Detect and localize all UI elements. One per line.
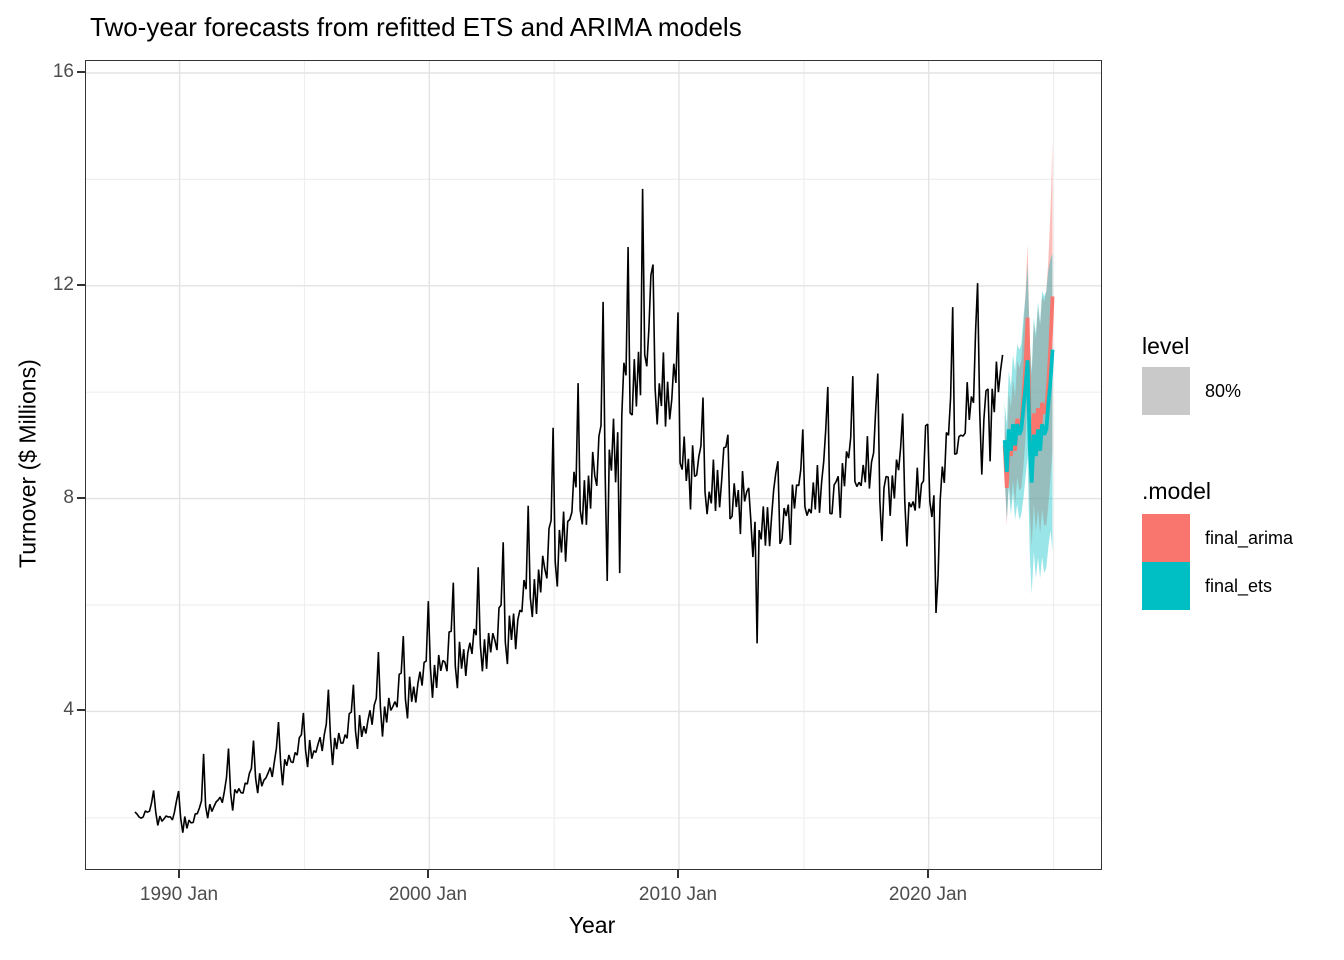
legend-model-swatch-final-arima <box>1142 514 1190 562</box>
legend-model-label-final-arima: final_arima <box>1205 527 1294 548</box>
legend-level-swatch-80 <box>1142 367 1190 415</box>
x-tick-label: 1990 Jan <box>139 884 219 905</box>
x-tick-mark <box>677 870 679 878</box>
y-tick-label: 16 <box>52 61 74 82</box>
chart-title: Two-year forecasts from refitted ETS and… <box>90 12 742 42</box>
legend-model-label-final-ets: final_ets <box>1205 575 1273 596</box>
plot-panel <box>85 60 1102 870</box>
x-tick-label: 2010 Jan <box>638 884 718 905</box>
y-tick-mark <box>77 709 85 711</box>
legend-level-label-80: 80% <box>1205 380 1242 401</box>
y-tick-label: 12 <box>52 274 74 295</box>
y-axis-title: Turnover ($ Millions) <box>14 359 41 569</box>
legend-model-swatch-final-ets <box>1142 562 1190 610</box>
legend-model-title: .model <box>1142 478 1212 504</box>
x-tick-mark <box>927 870 929 878</box>
y-tick-mark <box>77 71 85 73</box>
y-tick-label: 4 <box>63 699 74 720</box>
x-tick-mark <box>178 870 180 878</box>
y-tick-mark <box>77 284 85 286</box>
y-tick-label: 8 <box>63 487 74 508</box>
x-tick-label: 2020 Jan <box>888 884 968 905</box>
x-tick-mark <box>427 870 429 878</box>
y-tick-mark <box>77 497 85 499</box>
x-tick-label: 2000 Jan <box>388 884 468 905</box>
legend-level-title: level <box>1142 333 1190 359</box>
x-axis-title: Year <box>568 912 616 938</box>
chart-canvas <box>86 61 1101 869</box>
